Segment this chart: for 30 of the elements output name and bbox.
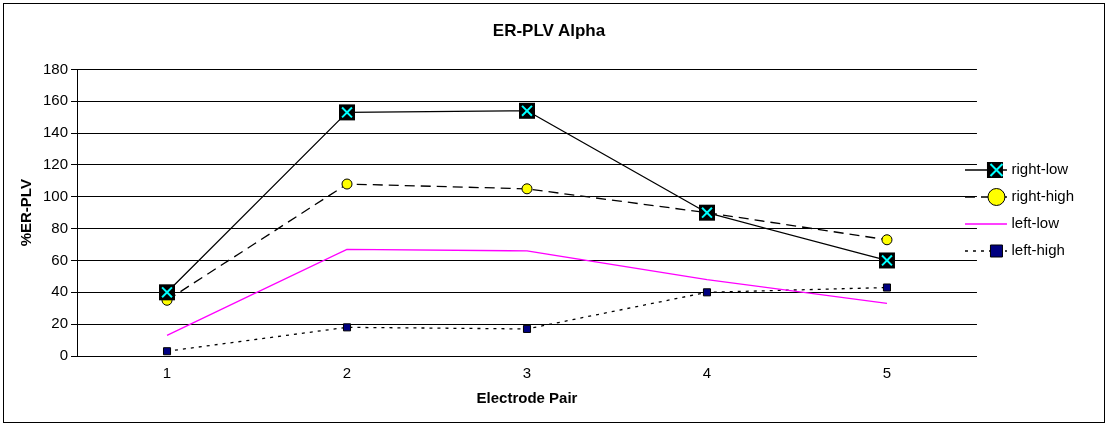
point — [521, 183, 533, 195]
legend-label: right-high — [1011, 187, 1075, 205]
legend-label: left-low — [1011, 214, 1060, 232]
y-tick-label: 180 — [43, 59, 69, 77]
x-tick-label: 5 — [882, 364, 892, 382]
y-tick-label: 80 — [51, 218, 69, 236]
y-tick-label: 20 — [51, 314, 69, 332]
point — [882, 283, 892, 292]
point — [341, 178, 353, 190]
legend-label: left-high — [1011, 241, 1065, 259]
y-tick-label: 140 — [43, 123, 69, 141]
x-tick-label: 1 — [162, 364, 172, 382]
y-tick-label: 100 — [43, 186, 69, 204]
x-tick-label: 3 — [522, 364, 532, 382]
point — [702, 288, 712, 297]
x-tick-label: 2 — [342, 364, 352, 382]
x-tick-label: 4 — [702, 364, 712, 382]
y-tick-label: 40 — [51, 282, 69, 300]
point — [522, 324, 532, 333]
point — [342, 323, 352, 332]
y-tick-label: 0 — [59, 346, 69, 364]
x-axis-title: Electrode Pair — [476, 389, 578, 407]
y-axis-title: %ER-PLV — [17, 179, 35, 247]
y-tick-label: 60 — [51, 250, 69, 268]
y-tick-label: 160 — [43, 91, 69, 109]
point — [881, 234, 893, 246]
chart-title: ER-PLV Alpha — [492, 20, 606, 40]
y-tick-label: 120 — [43, 155, 69, 173]
legend-label: right-low — [1011, 160, 1069, 178]
point — [162, 347, 172, 356]
